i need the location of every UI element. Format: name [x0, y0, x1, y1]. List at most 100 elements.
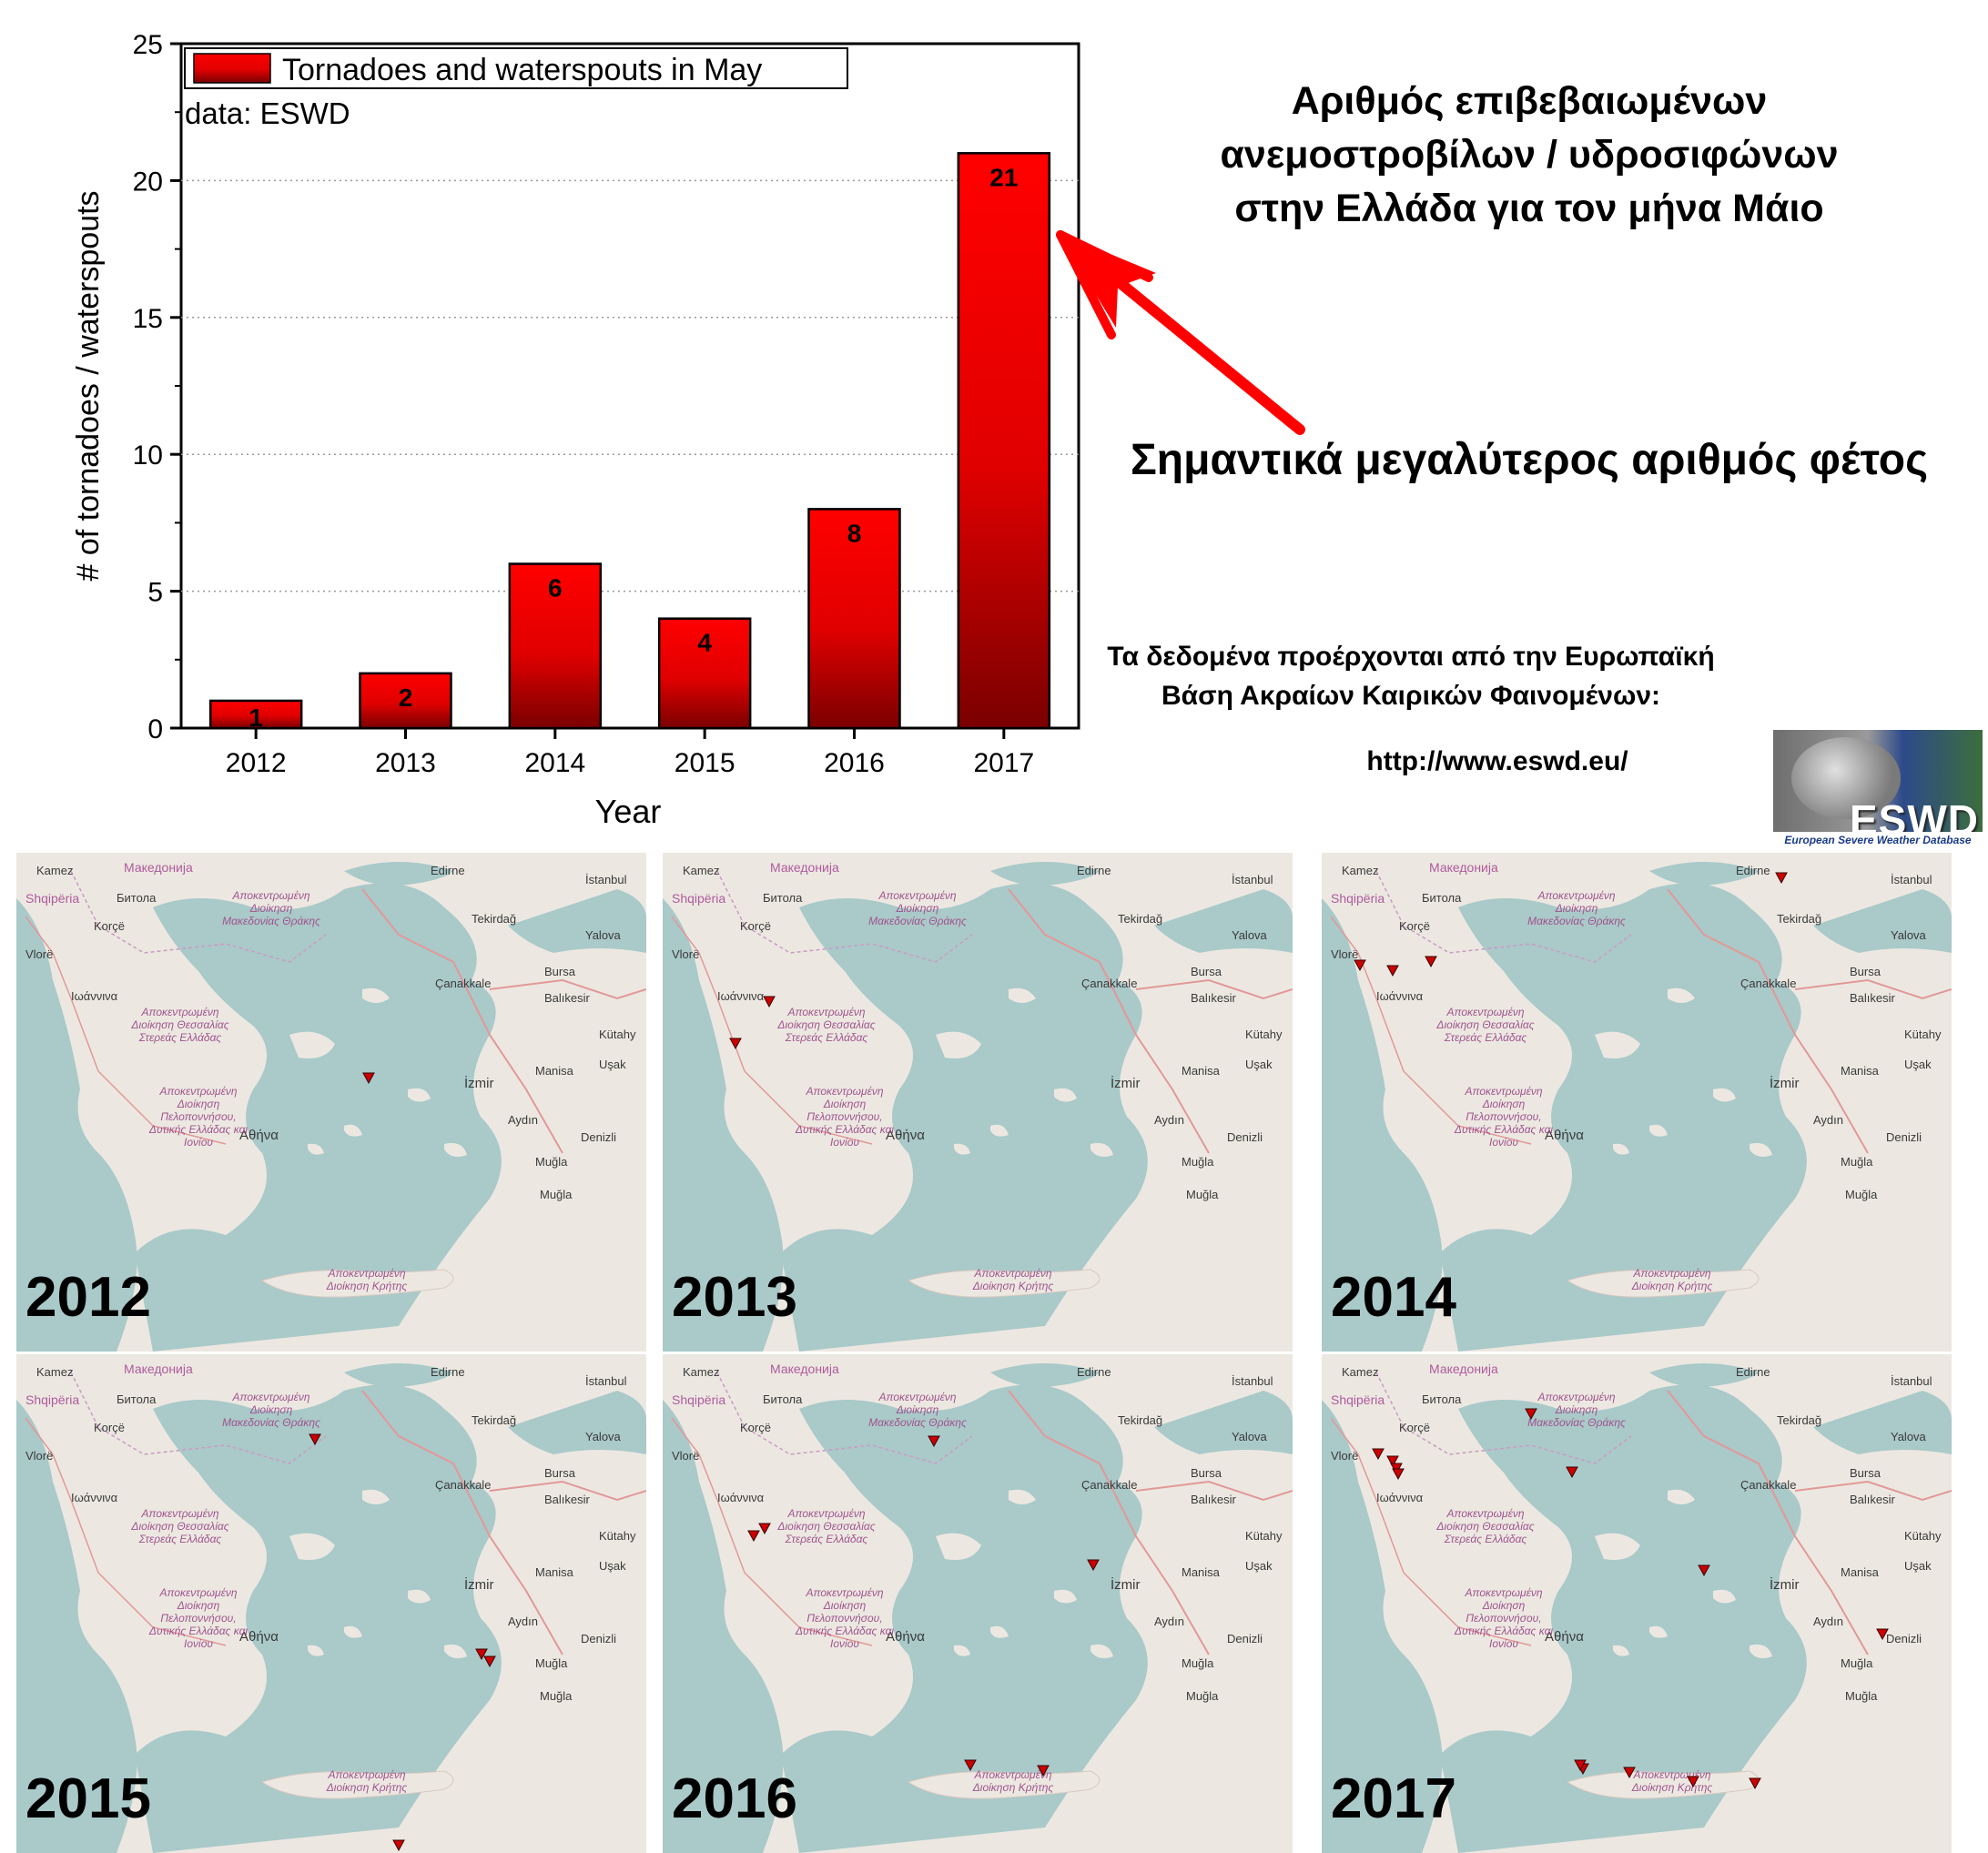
map-label-edirne: Edirne	[1077, 1365, 1111, 1379]
map-label-aydin: Aydın	[1813, 1113, 1844, 1127]
map-label-istanbul: İstanbul	[1232, 1374, 1273, 1388]
y-tick-label: 20	[133, 167, 163, 197]
map-label-athina: Αθήνα	[1545, 1128, 1584, 1143]
legend: Tornadoes and waterspouts in May	[184, 47, 848, 89]
x-tick-label: 2013	[375, 748, 436, 778]
map-label-athina: Αθήνα	[239, 1128, 279, 1143]
data-label-2017: 21	[989, 163, 1018, 191]
map-panel-2015: Kamez Македонија Edirne İstanbul Shqipër…	[16, 1354, 646, 1853]
event-marker	[1525, 1408, 1537, 1421]
bar-2012	[208, 699, 303, 730]
map-label-usak: Uşak	[1904, 1559, 1932, 1573]
map-label-ioannina: Ιωάννινα	[717, 1491, 765, 1504]
map-label-vlore: Vlorë	[672, 947, 700, 961]
map-label-ioannina: Ιωάννινα	[1376, 989, 1424, 1003]
map-label-region-macedonia: Αποκεντρωμένη Διοίκηση Μακεδονίας Θράκης	[1527, 889, 1626, 927]
map-label-region-thessaly: Αποκεντρωμένη Διοίκηση Θεσσαλίας Στερεάς…	[131, 1006, 229, 1044]
map-label-denizli: Denizli	[581, 1632, 617, 1645]
map-label-makedonija: Македонија	[1429, 1362, 1498, 1376]
map-label-ioannina: Ιωάννινα	[717, 989, 765, 1003]
event-marker	[1775, 872, 1788, 885]
map-label-edirne: Edirne	[431, 1365, 465, 1379]
map-year-label: 2015	[25, 1767, 151, 1830]
source-note: Τα δεδομένα προέρχονται από την Ευρωπαϊκ…	[1047, 637, 1775, 715]
data-label-2013: 2	[399, 683, 413, 712]
map-base	[663, 853, 1293, 1352]
map-label-bitola: Битола	[117, 1392, 157, 1406]
map-panel-2012: Kamez Македонија Edirne İstanbul Shqipër…	[16, 853, 646, 1352]
event-marker	[1566, 1466, 1578, 1479]
bar-2015	[657, 617, 752, 730]
logo-storm-cloud	[1791, 737, 1901, 819]
event-marker	[1386, 1455, 1399, 1468]
map-label-makedonija: Македонија	[1429, 860, 1498, 875]
map-label-korce: Korçë	[740, 1421, 771, 1434]
map-label-region-macedonia: Αποκεντρωμένη Διοίκηση Μακεδονίας Θράκης	[868, 889, 967, 927]
map-label-region-macedonia: Αποκεντρωμένη Διοίκηση Μακεδονίας Θράκης	[1527, 1391, 1626, 1429]
map-label-canakkale: Çanakkale	[1081, 977, 1138, 990]
map-label-vlore: Vlorë	[1331, 947, 1359, 961]
x-tick-label: 2016	[824, 748, 885, 778]
map-label-korce: Korçë	[94, 919, 125, 933]
map-label-shqiperia: Shqipëria	[25, 891, 80, 906]
x-tick-label: 2017	[973, 748, 1034, 778]
map-base	[16, 1354, 646, 1853]
event-marker	[362, 1072, 375, 1085]
event-marker	[392, 1839, 405, 1852]
map-label-bursa: Bursa	[1850, 1466, 1881, 1480]
map-label-canakkale: Çanakkale	[435, 977, 492, 990]
legend-label: Tornadoes and waterspouts in May	[282, 53, 762, 87]
map-label-istanbul: İstanbul	[1232, 873, 1273, 886]
map-label-yalova: Yalova	[585, 1430, 621, 1443]
heading-line-1: Αριθμός επιβεβαιωμένων	[1291, 79, 1768, 123]
event-marker	[1372, 1448, 1384, 1461]
source-line-2: Βάση Ακραίων Καιρικών Φαινομένων:	[1161, 681, 1660, 711]
map-label-ioannina: Ιωάννινα	[71, 1491, 118, 1504]
map-label-manisa: Manisa	[535, 1565, 573, 1579]
map-label-aydin: Aydın	[1154, 1113, 1185, 1127]
map-label-manisa: Manisa	[1182, 1064, 1220, 1078]
map-base	[1322, 853, 1952, 1352]
source-url-link[interactable]: http://www.eswd.eu/	[1366, 746, 1628, 776]
map-label-balikesir: Balıkesir	[1191, 991, 1236, 1005]
map-label-vlore: Vlorë	[25, 1449, 54, 1463]
map-label-yalova: Yalova	[1232, 928, 1267, 942]
event-marker	[1876, 1628, 1889, 1641]
chart-heading: Αριθμός επιβεβαιωμένων ανεμοστροβίλων / …	[1074, 75, 1984, 236]
legend-swatch	[193, 53, 271, 84]
map-label-vlore: Vlorë	[25, 947, 54, 961]
event-markers	[309, 1433, 496, 1852]
event-marker	[1425, 956, 1437, 968]
event-marker	[964, 1759, 977, 1772]
map-label-canakkale: Çanakkale	[1740, 977, 1797, 990]
event-marker	[309, 1433, 321, 1446]
map-label-canakkale: Çanakkale	[1081, 1478, 1138, 1492]
map-label-kutahya: Kütahy	[1245, 1529, 1283, 1543]
map-label-kamez: Kamez	[1342, 1365, 1379, 1379]
map-label-istanbul: İstanbul	[1891, 873, 1932, 886]
map-label-mugla: Muğla	[535, 1155, 568, 1169]
map-label-makedonija: Македонија	[770, 860, 839, 875]
map-label-denizli: Denizli	[1886, 1130, 1922, 1144]
map-panel-2017: Kamez Македонија Edirne İstanbul Shqipër…	[1322, 1354, 1952, 1853]
event-marker	[1698, 1564, 1710, 1577]
map-label-athina: Αθήνα	[886, 1128, 925, 1143]
map-label-makedonija: Македонија	[124, 1362, 193, 1376]
map-year-label: 2017	[1331, 1767, 1456, 1830]
map-label-region-crete: Αποκεντρωμένη Διοίκηση Κρήτης	[326, 1267, 408, 1292]
map-label-region-peloponnese: Αποκεντρωμένη Διοίκηση Πελοποννήσου, Δυτ…	[795, 1085, 895, 1149]
bars: 1 2 6 4 8 21	[208, 152, 1051, 732]
map-panel-2014: Kamez Македонија Edirne İstanbul Shqipër…	[1322, 853, 1952, 1352]
callout-text: Σημαντικά μεγαλύτερος αριθμός φέτος	[1130, 436, 1929, 484]
map-label-izmir: İzmir	[1770, 1076, 1800, 1091]
map-label-mugla-2: Muğla	[1845, 1188, 1878, 1201]
map-label-izmir: İzmir	[1111, 1577, 1141, 1593]
map-year-label: 2013	[672, 1266, 797, 1329]
map-label-bitola: Битола	[763, 891, 803, 905]
map-label-makedonija: Македонија	[770, 1362, 839, 1376]
map-label-region-peloponnese: Αποκεντρωμένη Διοίκηση Πελοποννήσου, Δυτ…	[148, 1085, 248, 1149]
map-label-shqiperia: Shqipëria	[672, 1392, 726, 1407]
map-label-makedonija: Македонија	[124, 860, 193, 875]
map-label-korce: Korçë	[740, 919, 771, 933]
